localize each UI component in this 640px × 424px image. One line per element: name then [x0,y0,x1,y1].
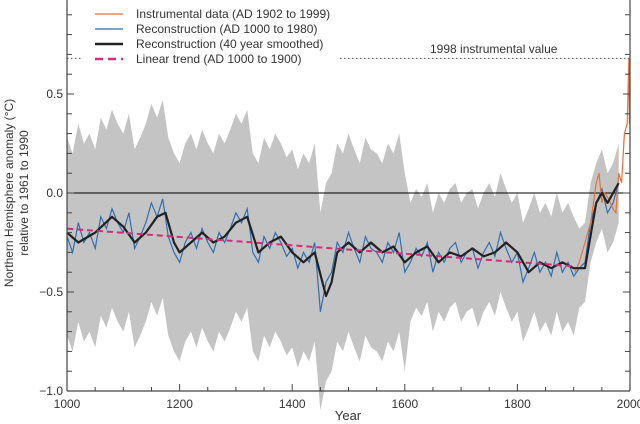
x-tick-label: 1800 [504,397,531,411]
uncertainty-band [67,99,619,411]
y-axis-label-line2: relative to 1961 to 1990 [17,130,31,256]
y-axis-label-line1: Northern Hemisphere anomaly (°C) [2,99,16,287]
axes: 1000 1200 1400 1600 1800 2000 −1.0 −0.5 0.0 0.5 1.… [39,0,640,411]
y-tick-label: 0.5 [46,87,63,101]
linear-trend-line [66,227,574,268]
y-tick-label: −0.5 [39,285,63,299]
smoothed-series [66,182,620,298]
x-tick-label: 1000 [54,397,81,411]
linear-trend-series [66,227,574,268]
x-tick-label: 1200 [166,397,193,411]
legend-label: Reconstruction (40 year smoothed) [136,37,323,51]
reconstruction-series [66,182,620,312]
y-tick-label: −1.0 [39,384,63,398]
x-tick-label: 1600 [391,397,418,411]
x-tick-label: 1400 [279,397,306,411]
y-tick-label: 0.0 [46,186,63,200]
x-tick-label: 2000 [617,397,640,411]
legend-label: Linear trend (AD 1000 to 1900) [136,52,301,66]
uncertainty-band-area [67,99,619,411]
legend: Instrumental data (AD 1902 to 1999)Recon… [95,7,330,66]
legend-label: Reconstruction (AD 1000 to 1980) [136,22,317,36]
reconstruction-line [66,182,620,312]
legend-label: Instrumental data (AD 1902 to 1999) [136,7,330,21]
annotation-1998: 1998 instrumental value [67,42,630,59]
annotation-label: 1998 instrumental value [430,42,558,56]
y-tick-label: 1.0 [46,0,63,2]
x-axis-label: Year [335,408,362,423]
smoothed-line [66,182,620,298]
